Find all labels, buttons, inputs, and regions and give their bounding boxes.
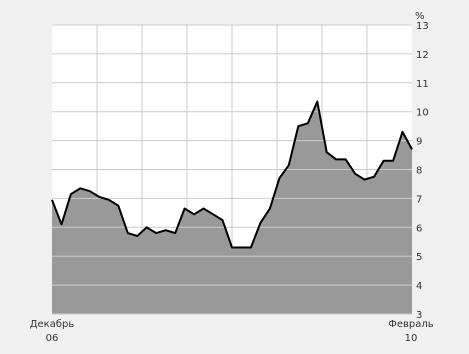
y-tick-label: 3 xyxy=(416,310,422,321)
y-tick-label: 12 xyxy=(416,50,429,61)
y-axis-tick-labels: 3 4 5 6 7 8 9 10 11 12 13 xyxy=(416,21,429,321)
y-tick-label: 7 xyxy=(416,194,422,205)
y-tick-label: 8 xyxy=(416,166,422,177)
series-line xyxy=(51,100,413,249)
horizontal-gridlines xyxy=(52,24,412,315)
x-tick-label-month: Февраль xyxy=(388,319,434,330)
y-tick-label: 11 xyxy=(416,79,429,90)
y-tick-label: 10 xyxy=(416,108,429,119)
x-axis-tick-labels: Декабрь 06 Февраль 10 xyxy=(30,319,434,344)
x-tick-label-year: 06 xyxy=(46,333,59,344)
y-tick-label: 5 xyxy=(416,252,422,263)
y-tick-label: 6 xyxy=(416,223,422,234)
y-tick-label: 9 xyxy=(416,137,422,148)
y-tick-label: 13 xyxy=(416,21,429,32)
x-tick-label-year: 10 xyxy=(405,333,418,344)
y-tick-label: 4 xyxy=(416,281,422,292)
x-tick-label-month: Декабрь xyxy=(30,319,75,330)
y-axis-unit-label: % xyxy=(415,11,425,22)
series-area xyxy=(52,101,412,314)
